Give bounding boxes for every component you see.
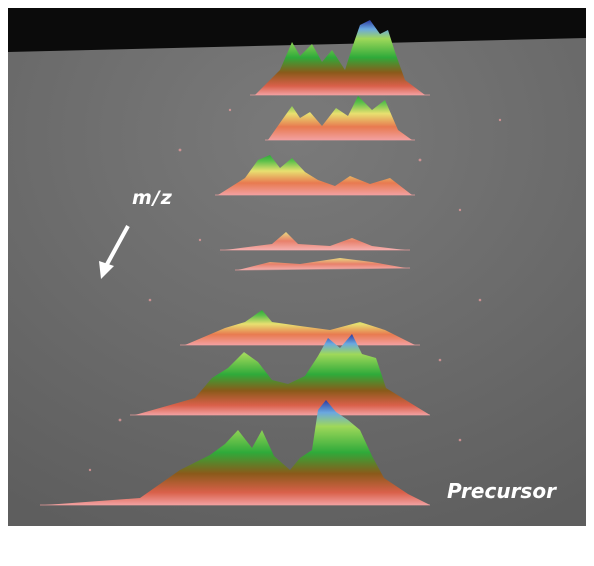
peak-cluster-5 [238,258,406,270]
drift-arrow-head [288,541,302,555]
peak-cluster-1 [255,20,425,95]
peak-cluster-3 [218,155,412,195]
precursor-label: Precursor [447,479,556,503]
peak-cluster-8-precursor [45,400,430,505]
noise-specks [88,108,502,472]
peak-cluster-6 [185,310,415,345]
mz-arrow-head [99,261,114,279]
mz-axis-label: m/z [132,187,173,209]
peak-cluster-2 [268,96,412,140]
peak-cluster-7 [135,334,430,415]
drift-time-axis-label: Drift Time [322,534,442,558]
mz-arrow-line [103,225,130,269]
floor-plane [8,38,586,526]
peak-cluster-4 [225,232,405,250]
